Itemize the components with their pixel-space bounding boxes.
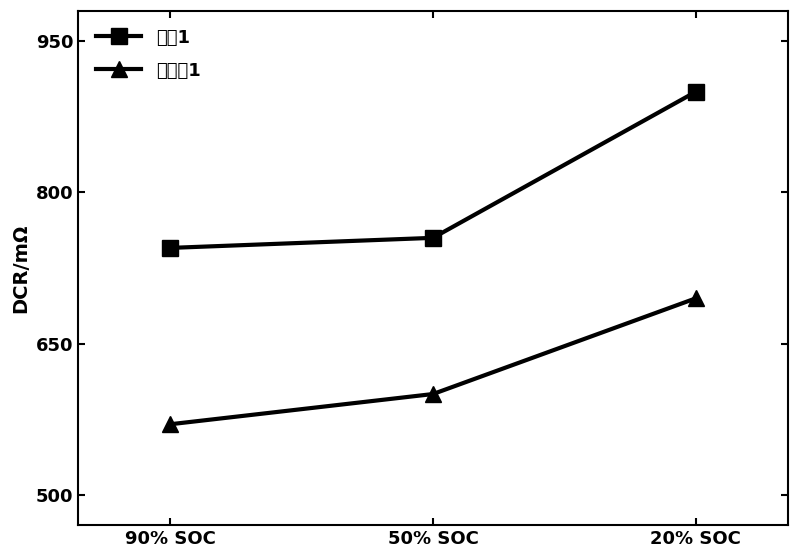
Line: 实施兡1: 实施兡1 bbox=[162, 291, 704, 432]
Legend: 对比1, 实施兡1: 对比1, 实施兡1 bbox=[87, 20, 209, 89]
实施兡1 bbox=[428, 391, 438, 397]
Y-axis label: DCR/mΩ: DCR/mΩ bbox=[11, 224, 30, 312]
对比1 bbox=[691, 88, 701, 95]
对比1 bbox=[165, 244, 175, 251]
实施兡1 bbox=[165, 421, 175, 428]
Line: 对比1: 对比1 bbox=[162, 84, 704, 255]
对比1 bbox=[428, 234, 438, 241]
实施兡1 bbox=[691, 295, 701, 302]
